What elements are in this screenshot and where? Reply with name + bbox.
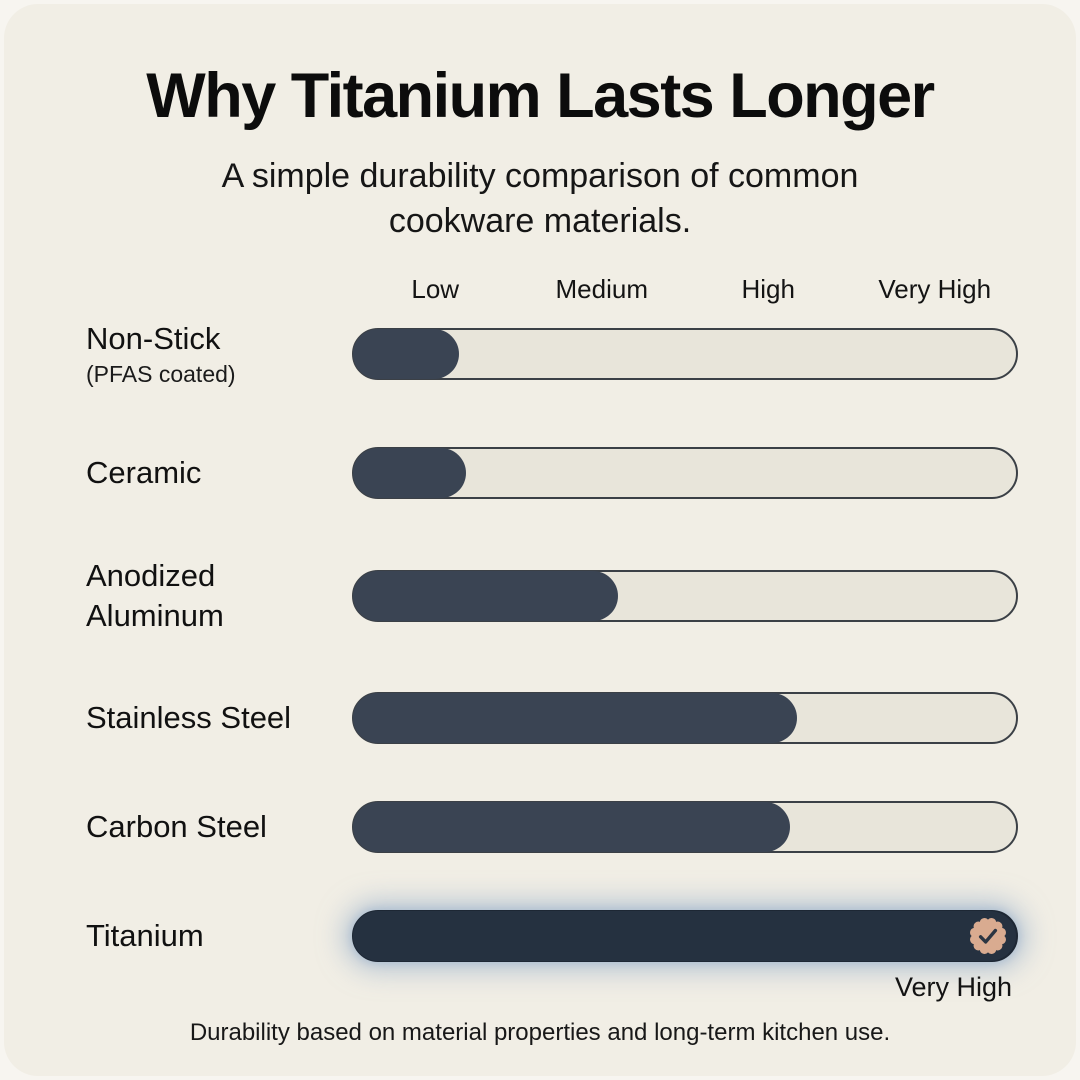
page-subtitle: A simple durability comparison of common… — [221, 157, 859, 240]
seal-icon — [970, 918, 1006, 955]
chart-row: Ceramic — [86, 446, 1018, 499]
check-seal-badge — [969, 917, 1007, 955]
bar-track — [352, 328, 1018, 381]
material-label: Carbon Steel — [86, 807, 352, 847]
material-name: Stainless Steel — [86, 700, 292, 736]
material-name: Anodized Aluminum — [86, 557, 224, 633]
infographic-card: Why Titanium Lasts Longer A simple durab… — [4, 4, 1076, 1076]
footnote: Durability based on material properties … — [189, 1019, 891, 1047]
chart-row: Titanium Very High — [86, 910, 1018, 1002]
material-name: Titanium — [86, 918, 204, 954]
material-label: Titanium — [86, 916, 352, 956]
scale-label-very-high: Very High — [878, 273, 992, 304]
material-label: Anodized Aluminum — [86, 556, 352, 635]
checkmark-icon — [978, 929, 998, 944]
material-name: Ceramic — [86, 455, 202, 491]
chart-row: Carbon Steel — [86, 801, 1018, 854]
bar-fill — [353, 911, 1015, 962]
bar-track — [352, 692, 1018, 745]
chart-row: Non-Stick (PFAS coated) — [86, 319, 1018, 390]
bar-track — [352, 446, 1018, 499]
material-sublabel: (PFAS coated) — [86, 361, 236, 388]
bar-rows: Non-Stick (PFAS coated) Ceramic Anodized… — [86, 319, 1018, 1002]
bar-fill — [353, 329, 459, 380]
material-label: Non-Stick (PFAS coated) — [86, 319, 352, 390]
bar-fill — [353, 693, 797, 744]
material-name: Non-Stick — [86, 320, 221, 356]
bar-track: Very High — [352, 910, 1018, 1002]
chart-row: Stainless Steel — [86, 692, 1018, 745]
chart-row: Anodized Aluminum — [86, 556, 1018, 635]
bar-fill — [353, 802, 790, 853]
scale-label-high: High — [741, 273, 795, 304]
bar-track — [352, 801, 1018, 854]
scale-label-low: Low — [411, 273, 460, 304]
bar-track — [352, 569, 1018, 622]
bar-fill — [353, 570, 618, 621]
scale-axis: Low Medium High Very High — [352, 274, 1018, 305]
page-title: Why Titanium Lasts Longer — [146, 61, 935, 131]
bar-rating-caption: Very High — [894, 972, 1012, 1003]
material-label: Ceramic — [86, 453, 352, 493]
material-label: Stainless Steel — [86, 698, 352, 738]
bar-fill — [353, 447, 466, 498]
scale-label-medium: Medium — [555, 273, 648, 304]
durability-chart: Low Medium High Very High Non-Stick (PFA… — [4, 274, 1076, 1002]
material-name: Carbon Steel — [86, 809, 267, 845]
